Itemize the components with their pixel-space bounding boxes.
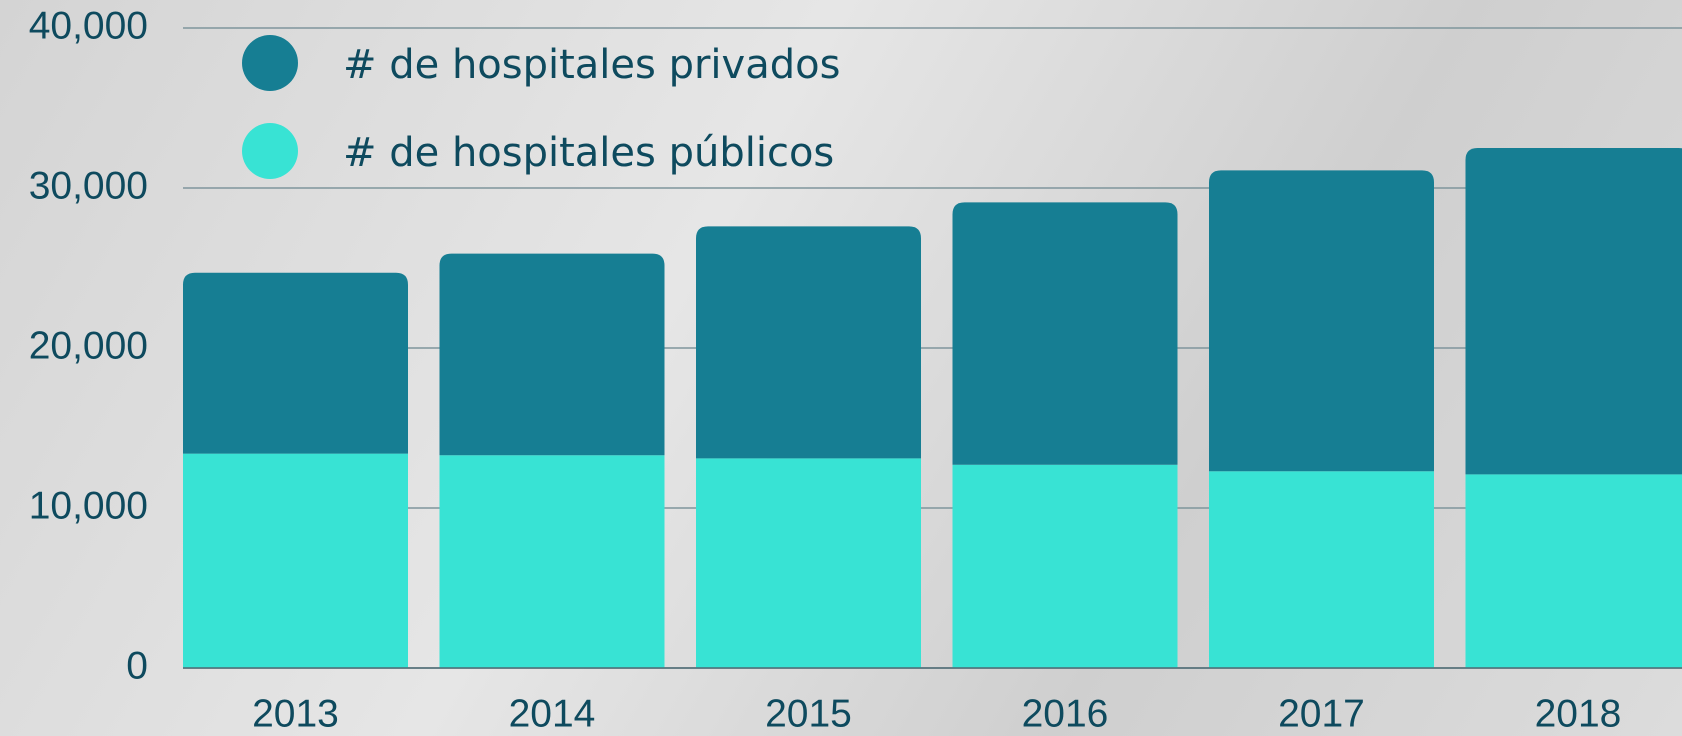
x-tick-label: 2014 (509, 692, 596, 735)
legend-marker (242, 123, 298, 179)
bar-segment (183, 273, 408, 454)
bar-segment (953, 202, 1178, 464)
bar-segment (1466, 474, 1682, 668)
x-tick-label: 2015 (765, 692, 852, 735)
bar-segment (1466, 148, 1682, 474)
y-tick-label: 30,000 (29, 164, 148, 207)
bar-segment (183, 454, 408, 668)
bar-segment (696, 458, 921, 668)
bar-segment (440, 254, 665, 456)
y-tick-label: 10,000 (29, 484, 148, 527)
page: {"chart_data": {"type": "stacked_bar", "… (0, 0, 1682, 736)
y-tick-label: 0 (126, 644, 148, 687)
y-tick-label: 40,000 (29, 4, 148, 47)
x-tick-label: 2016 (1022, 692, 1109, 735)
y-tick-label: 20,000 (29, 324, 148, 367)
bar-segment (953, 465, 1178, 668)
legend-label: # de hospitales públicos (343, 130, 834, 176)
bar-segment (1209, 170, 1434, 471)
bar-segment (696, 226, 921, 458)
bar-segment (1209, 471, 1434, 668)
x-tick-label: 2013 (252, 692, 339, 735)
chart: 0 10,000 20,000 30,000 40,000 2013 2014 2015 201… (0, 0, 1682, 736)
legend-marker (242, 35, 298, 91)
x-tick-label: 2018 (1535, 692, 1622, 735)
bar-segment (440, 455, 665, 668)
legend-label: # de hospitales privados (343, 42, 840, 88)
x-tick-label: 2017 (1278, 692, 1365, 735)
